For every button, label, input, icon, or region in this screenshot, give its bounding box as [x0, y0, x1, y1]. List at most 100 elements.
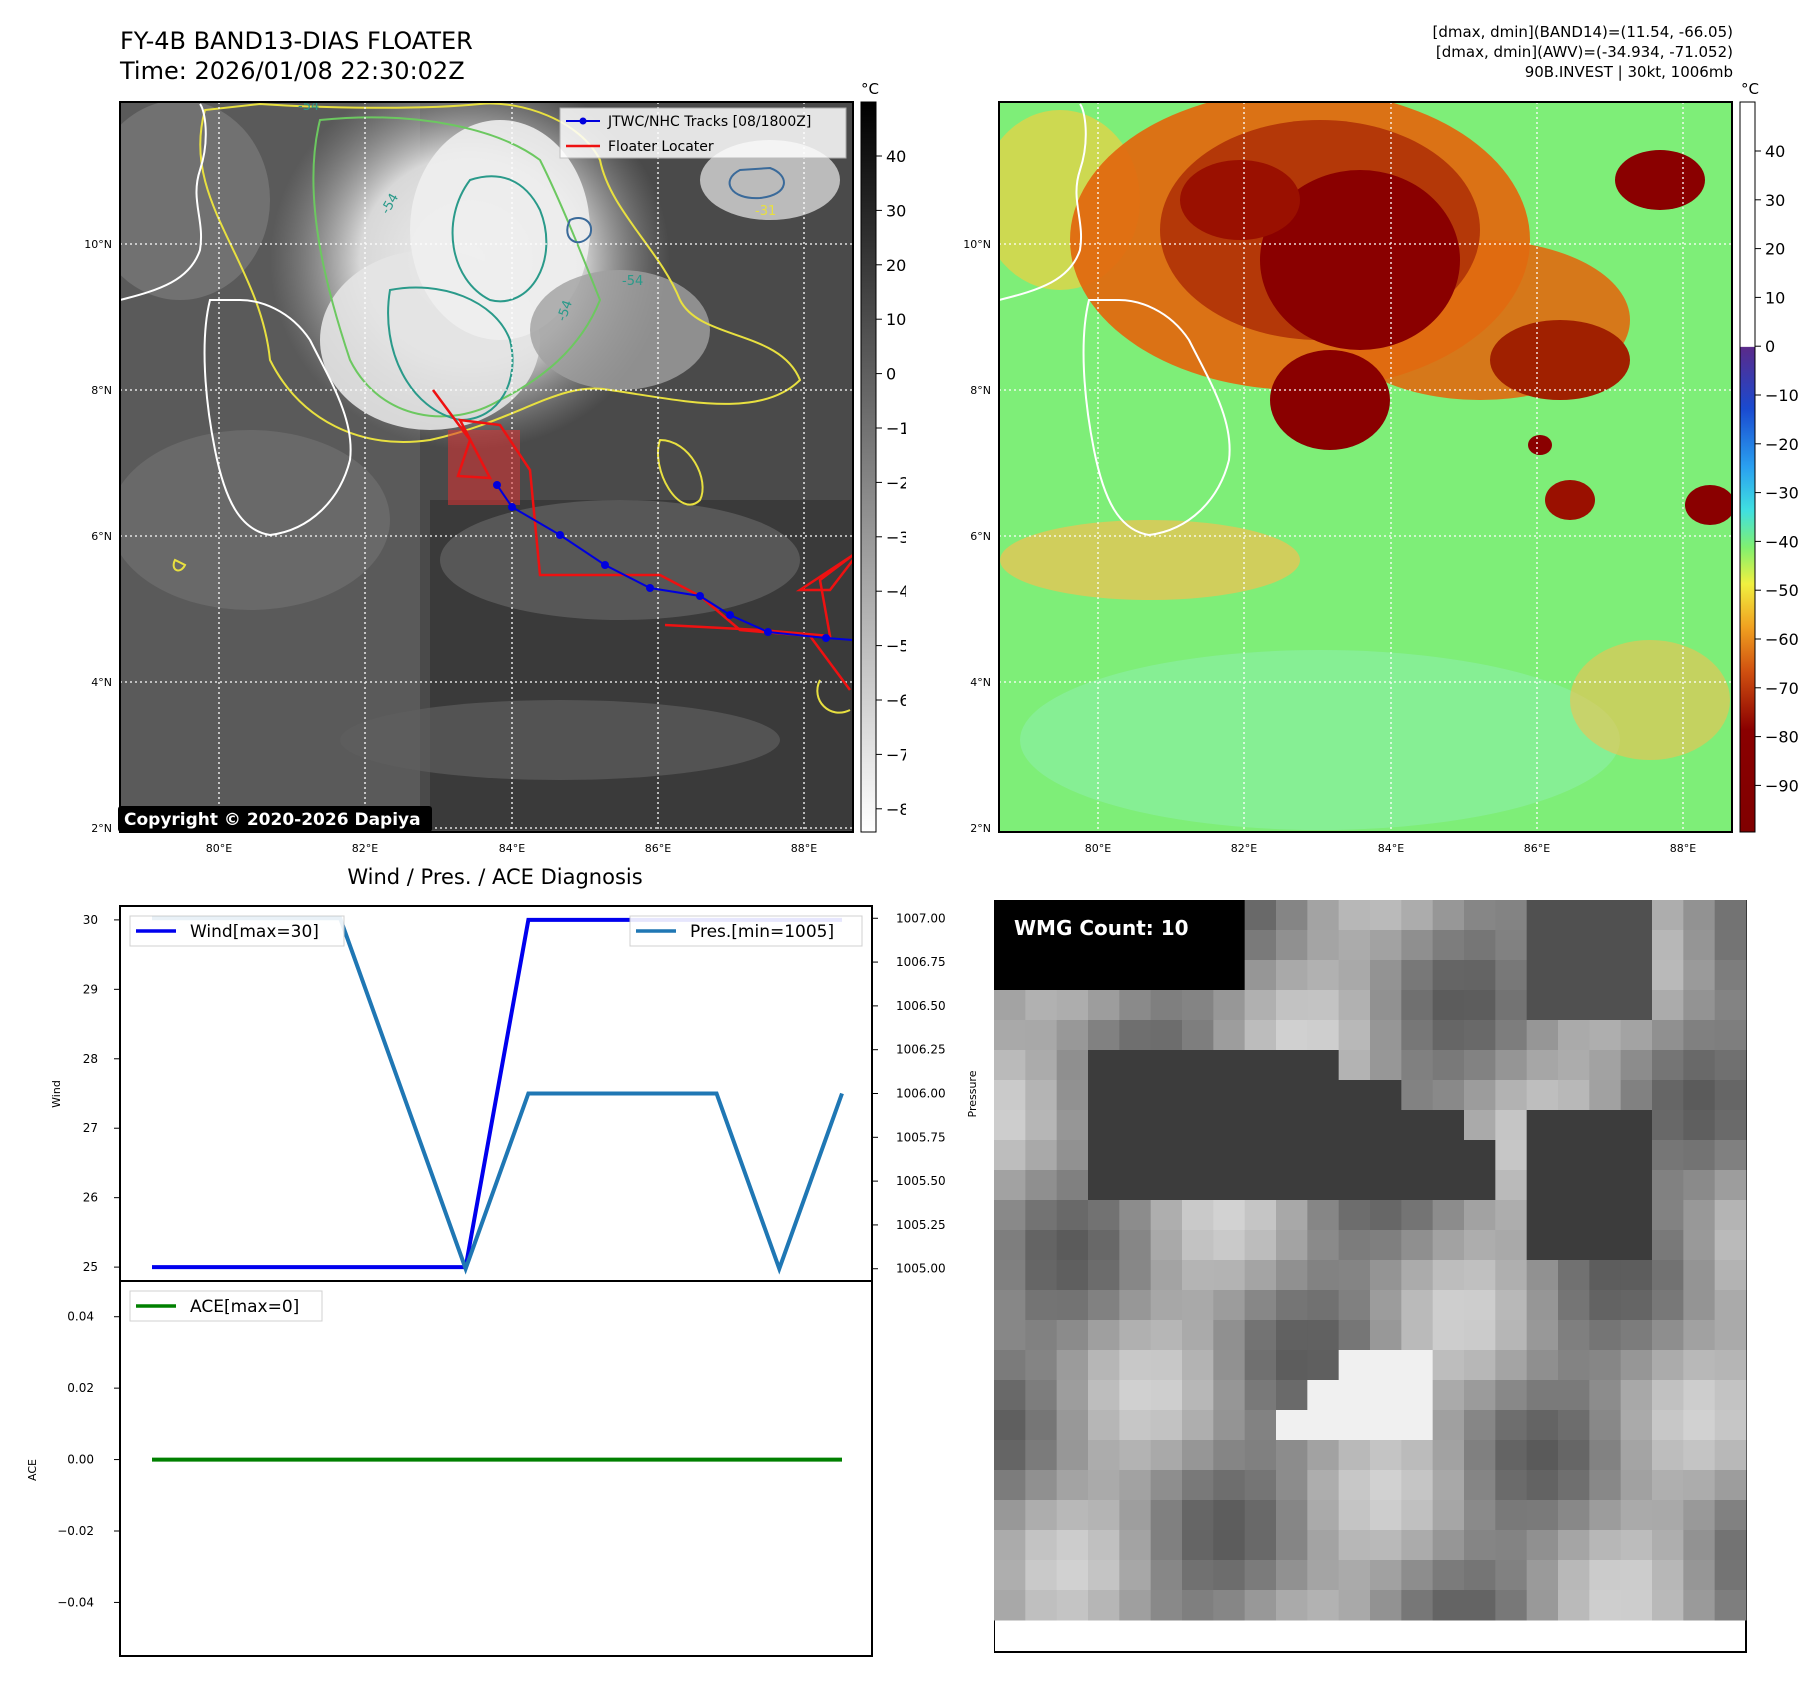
stats-block: [dmax, dmin](BAND14)=(11.54, -66.05) [dm… — [1433, 22, 1733, 82]
lon-tick: 86°E — [1524, 842, 1550, 855]
jtwc-track — [496, 484, 853, 641]
contour-yellow — [199, 102, 802, 443]
pressure-tick: 1005.75 — [896, 1130, 946, 1144]
lon-tick: 88°E — [1670, 842, 1696, 855]
colorbar-tick: 40 — [886, 147, 906, 166]
lat-tick: 6°N — [91, 530, 112, 543]
lat-tick: 6°N — [970, 530, 991, 543]
colorbar-tick: −80 — [886, 800, 906, 819]
ace-tick: −0.02 — [57, 1524, 94, 1538]
lon-tick: 80°E — [1085, 842, 1111, 855]
wind-tick: 27 — [83, 1121, 98, 1135]
awv-colorbar — [1739, 101, 1756, 833]
colorbar-tick: −20 — [1765, 435, 1799, 454]
lat-tick: 4°N — [970, 676, 991, 689]
wind-tick: 28 — [83, 1052, 98, 1066]
colorbar-tick: −80 — [1765, 728, 1799, 747]
wind-tick: 26 — [83, 1191, 98, 1205]
wind-legend-label: Wind[max=30] — [190, 922, 319, 942]
colorbar-tick: 10 — [1765, 288, 1785, 307]
pressure-tick: 1005.25 — [896, 1218, 946, 1232]
lon-tick: 86°E — [645, 842, 671, 855]
diagnosis-chart: Wind / Pres. / ACE Diagnosis Wind Pressu… — [26, 865, 979, 1657]
colorbar-tick: 20 — [886, 256, 906, 275]
legend-locater-label: Floater Locater — [608, 139, 714, 155]
colorbar-unit: °C — [1741, 80, 1759, 98]
figure-title: FY-4B BAND13-DIAS FLOATER — [120, 27, 473, 55]
stats-storm: 90B.INVEST | 30kt, 1006mb — [1524, 63, 1733, 81]
colorbar-tick: −10 — [1765, 386, 1799, 405]
pressure-legend-label: Pres.[min=1005] — [690, 922, 834, 942]
lon-tick: 84°E — [1378, 842, 1404, 855]
pressure-tick: 1007.00 — [896, 911, 946, 925]
colorbar-tick: −30 — [886, 528, 906, 547]
stats-awv: [dmax, dmin](AWV)=(-34.934, -71.052) — [1435, 43, 1733, 61]
colorbar-tick: −70 — [886, 745, 906, 764]
colorbar-tick: −60 — [886, 691, 906, 710]
pressure-tick: 1006.50 — [896, 999, 946, 1013]
pressure-tick: 1005.00 — [896, 1262, 946, 1276]
contour-label: -54 — [298, 99, 319, 114]
colorbar-unit: °C — [861, 80, 879, 98]
pressure-tick: 1006.00 — [896, 1087, 946, 1101]
colorbar-tick: −40 — [1765, 532, 1799, 551]
pressure-tick: 1005.50 — [896, 1174, 946, 1188]
colorbar-tick: −40 — [886, 582, 906, 601]
colorbar-tick: −50 — [1765, 581, 1799, 600]
lat-tick: 2°N — [91, 822, 112, 835]
contour-label: -31 — [755, 204, 776, 219]
ace-legend-label: ACE[max=0] — [190, 1297, 299, 1317]
lon-tick: 84°E — [499, 842, 525, 855]
colorbar-tick: 20 — [1765, 240, 1785, 259]
colorbar-tick: −70 — [1765, 679, 1799, 698]
lat-tick: 8°N — [970, 384, 991, 397]
pressure-tick: 1006.75 — [896, 955, 946, 969]
figure-time: Time: 2026/01/08 22:30:02Z — [120, 57, 465, 85]
ace-tick: 0.00 — [67, 1453, 94, 1467]
wind-tick: 29 — [83, 982, 98, 996]
lon-tick: 80°E — [206, 842, 232, 855]
wind-legend: Wind[max=30] — [129, 915, 345, 947]
contour-label: -54 — [622, 274, 643, 289]
copyright-label: Copyright © 2020-2026 Dapiya — [124, 810, 421, 830]
awv-map-panel: 80°E 82°E 84°E 86°E 88°E 10°N 8°N 6°N 4°… — [963, 80, 1799, 855]
lon-tick: 82°E — [1231, 842, 1257, 855]
ace-tick: 0.04 — [67, 1310, 94, 1324]
lat-tick: 4°N — [91, 676, 112, 689]
wind-series-line — [152, 917, 842, 1270]
stats-band14: [dmax, dmin](BAND14)=(11.54, -66.05) — [1432, 23, 1733, 41]
colorbar-tick: 0 — [886, 365, 896, 384]
sri-lanka-coastline — [203, 299, 352, 537]
lat-tick: 10°N — [963, 238, 991, 251]
colorbar-tick: 0 — [1765, 337, 1775, 356]
colorbar-tick: −50 — [886, 637, 906, 656]
lon-tick: 88°E — [791, 842, 817, 855]
ir-colorbar — [860, 101, 877, 833]
colorbar-tick: 30 — [886, 201, 906, 220]
title-block: FY-4B BAND13-DIAS FLOATER Time: 2026/01/… — [120, 26, 473, 86]
contour-label: -54 — [555, 298, 576, 323]
pressure-legend: Pres.[min=1005] — [629, 915, 863, 947]
colorbar-tick: −30 — [1765, 484, 1799, 503]
pressure-tick: 1006.25 — [896, 1043, 946, 1057]
colorbar-tick: 30 — [1765, 191, 1785, 210]
colorbar-tick: 10 — [886, 310, 906, 329]
wind-tick: 25 — [83, 1260, 98, 1274]
wmg-panel: WMG Count: 10 — [994, 900, 1747, 1653]
ace-axes — [119, 1280, 873, 1657]
colorbar-tick: −10 — [886, 419, 906, 438]
ace-legend: ACE[max=0] — [129, 1290, 323, 1322]
map-gridlines — [999, 102, 1732, 832]
ir-map-panel: -54 -54 -54 -54 -31 JTWC/NHC Tracks [08/… — [84, 80, 906, 855]
lon-tick: 82°E — [352, 842, 378, 855]
diagnosis-title: Wind / Pres. / ACE Diagnosis — [347, 865, 642, 889]
lat-tick: 8°N — [91, 384, 112, 397]
lat-tick: 10°N — [84, 238, 112, 251]
colorbar-tick: −90 — [1765, 776, 1799, 795]
map-legend: JTWC/NHC Tracks [08/1800Z] Floater Locat… — [559, 107, 847, 159]
legend-track-label: JTWC/NHC Tracks [08/1800Z] — [607, 114, 811, 130]
colorbar-tick: −60 — [1765, 630, 1799, 649]
ace-tick: −0.04 — [57, 1595, 94, 1609]
wind-axis-label: Wind — [50, 1080, 63, 1108]
wind-tick: 30 — [83, 913, 98, 927]
